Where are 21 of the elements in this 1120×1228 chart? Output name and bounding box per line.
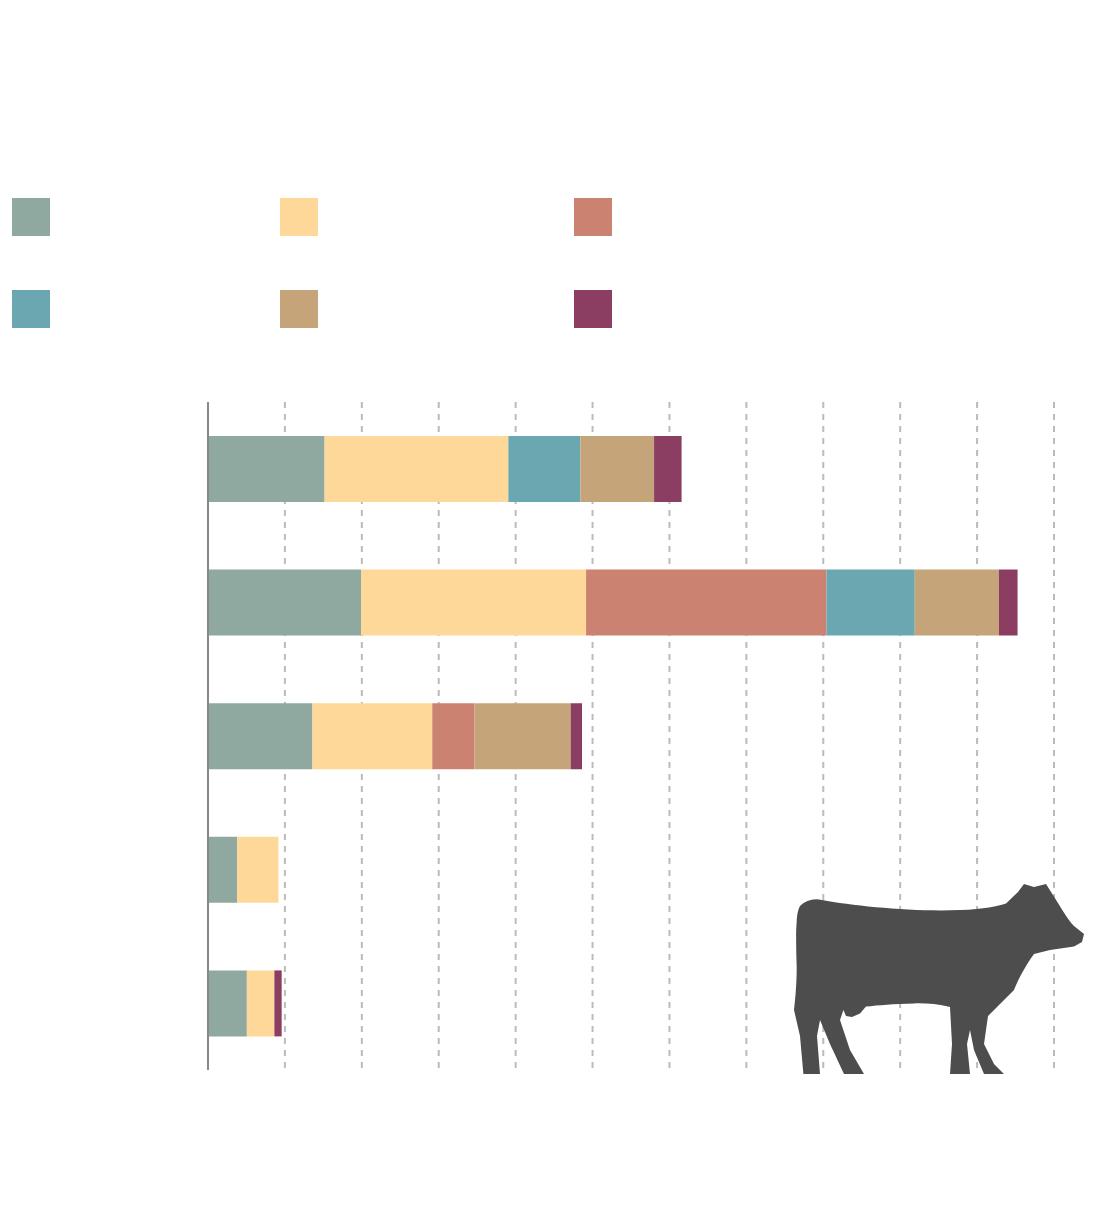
bar <box>208 970 247 1037</box>
bar <box>580 436 655 502</box>
bar <box>208 569 362 636</box>
bar <box>246 970 275 1037</box>
bar <box>474 703 571 770</box>
bar <box>914 569 999 636</box>
bar <box>324 436 509 502</box>
bar <box>208 436 325 502</box>
bar <box>237 836 279 903</box>
bar <box>570 703 583 770</box>
bar <box>508 436 581 502</box>
bar <box>274 970 282 1037</box>
bar <box>208 836 238 903</box>
bar <box>361 569 587 636</box>
bar <box>432 703 475 770</box>
bar <box>208 703 313 770</box>
bar <box>586 569 827 636</box>
bar <box>312 703 433 770</box>
bar <box>654 436 682 502</box>
bar <box>998 569 1018 636</box>
bar <box>826 569 915 636</box>
